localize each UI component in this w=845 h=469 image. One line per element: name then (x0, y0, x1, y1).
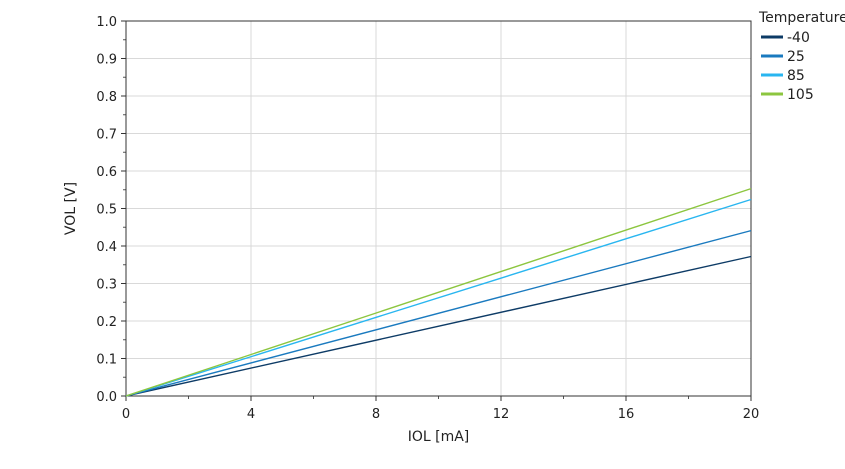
legend-label: 25 (787, 49, 805, 65)
x-tick-label: 12 (493, 407, 510, 422)
x-tick-label: 4 (247, 407, 255, 422)
series-group (125, 187, 752, 397)
x-tick-label: 20 (743, 407, 760, 422)
series-line--40 (125, 255, 752, 397)
y-tick-label: 1.0 (96, 15, 117, 30)
x-tick-label: 0 (122, 407, 130, 422)
y-tick-label: 0.7 (96, 128, 117, 143)
x-tick-label: 16 (618, 407, 635, 422)
y-tick-label: 0.3 (96, 278, 117, 293)
plot-frame (125, 20, 752, 397)
x-tick-labels: 0 4 8 12 16 20 (122, 407, 759, 422)
y-tick-label: 0.5 (96, 203, 117, 218)
legend-label: 105 (787, 87, 814, 103)
y-tick-labels: 0.0 0.1 0.2 0.3 0.4 0.5 0.6 0.7 0.8 0.9 1.0 (96, 15, 117, 405)
legend-label: 85 (787, 68, 805, 84)
grid (125, 20, 752, 397)
y-tick-label: 0.0 (96, 390, 117, 405)
y-axis-label: VOL [V] (63, 182, 79, 235)
y-tick-label: 0.9 (96, 53, 117, 68)
minor-ticks (121, 20, 752, 401)
y-tick-label: 0.8 (96, 90, 117, 105)
legend-title: Temperature (758, 10, 845, 26)
legend: Temperature -40 25 85 105 (758, 10, 845, 103)
series-line-85 (125, 198, 752, 397)
series-line-105 (125, 187, 752, 397)
x-tick-label: 8 (372, 407, 380, 422)
y-tick-label: 0.2 (96, 315, 117, 330)
y-tick-label: 0.1 (96, 353, 117, 368)
x-axis-label: IOL [mA] (408, 429, 470, 445)
legend-label: -40 (787, 30, 810, 46)
y-tick-label: 0.6 (96, 165, 117, 180)
series-line-25 (125, 229, 752, 397)
y-tick-label: 0.4 (96, 240, 117, 255)
